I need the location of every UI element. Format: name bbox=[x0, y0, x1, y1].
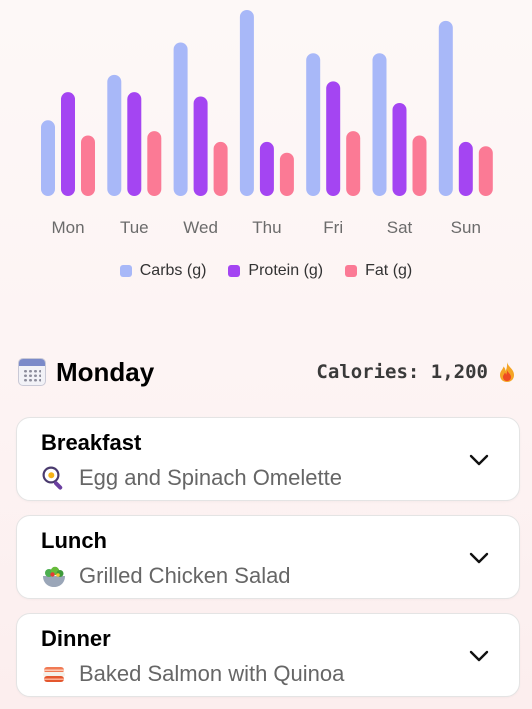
meal-name-lunch: Grilled Chicken Salad bbox=[79, 563, 291, 588]
meal-card-lunch[interactable]: Lunch Grilled Chicken Salad bbox=[16, 515, 520, 599]
meal-name-dinner: Baked Salmon with Quinoa bbox=[79, 661, 345, 686]
sushi-icon bbox=[43, 667, 65, 682]
bar-fat-mon[interactable] bbox=[81, 135, 95, 196]
legend-item-carbs[interactable]: Carbs (g) bbox=[119, 262, 207, 280]
frying-pan-icon bbox=[42, 466, 63, 490]
meal-title-dinner: Dinner bbox=[41, 626, 111, 651]
macros-bar-chart: Mon Tue Wed Thu Fri Sat Sun bbox=[41, 10, 493, 237]
bar-protein-sun[interactable] bbox=[458, 141, 473, 196]
bar-fat-sun[interactable] bbox=[478, 146, 493, 196]
bar-protein-fri[interactable] bbox=[326, 81, 341, 196]
legend-swatch-carbs bbox=[119, 265, 132, 277]
bar-carbs-mon[interactable] bbox=[41, 120, 55, 196]
chevron-down-icon[interactable] bbox=[467, 448, 491, 472]
day-title: Monday bbox=[56, 356, 155, 387]
legend-item-fat[interactable]: Fat (g) bbox=[345, 262, 412, 280]
calendar-icon bbox=[18, 358, 46, 386]
x-tick-label: Sat bbox=[387, 218, 413, 237]
bar-fat-tue[interactable] bbox=[147, 131, 162, 196]
chart-legend: Carbs (g) Protein (g) Fat (g) bbox=[0, 262, 532, 280]
calories-text: Calories: 1,200 bbox=[316, 361, 488, 383]
meal-title-breakfast: Breakfast bbox=[41, 430, 142, 455]
bar-carbs-sat[interactable] bbox=[372, 53, 387, 196]
bar-protein-thu[interactable] bbox=[259, 141, 274, 196]
chevron-down-icon[interactable] bbox=[467, 644, 491, 668]
meal-card-dinner[interactable]: Dinner Baked Salmon with Quinoa bbox=[16, 613, 520, 697]
bar-fat-sat[interactable] bbox=[412, 135, 427, 196]
bar-carbs-tue[interactable] bbox=[107, 74, 122, 196]
bar-fat-fri[interactable] bbox=[346, 131, 361, 196]
bar-carbs-thu[interactable] bbox=[239, 10, 254, 196]
meal-card-breakfast[interactable]: Breakfast Egg and Spinach Omelette bbox=[16, 417, 520, 501]
calories-summary: Calories: 1,200 bbox=[316, 361, 516, 383]
bar-protein-tue[interactable] bbox=[127, 92, 142, 196]
bar-protein-mon[interactable] bbox=[61, 92, 75, 196]
bar-protein-wed[interactable] bbox=[193, 96, 208, 196]
bar-carbs-wed[interactable] bbox=[173, 42, 188, 196]
legend-swatch-fat bbox=[345, 265, 358, 277]
bar-fat-thu[interactable] bbox=[279, 152, 294, 196]
legend-label-protein: Protein (g) bbox=[248, 262, 324, 279]
legend-label-fat: Fat (g) bbox=[365, 262, 413, 279]
legend-item-protein[interactable]: Protein (g) bbox=[228, 262, 323, 280]
x-tick-label: Mon bbox=[51, 218, 84, 237]
x-tick-label: Fri bbox=[323, 218, 343, 237]
fire-icon bbox=[500, 362, 514, 382]
x-tick-label: Sun bbox=[451, 218, 481, 237]
x-tick-label: Tue bbox=[120, 218, 149, 237]
bar-fat-wed[interactable] bbox=[213, 141, 228, 196]
chevron-down-icon[interactable] bbox=[467, 546, 491, 570]
x-tick-label: Thu bbox=[252, 218, 281, 237]
legend-label-carbs: Carbs (g) bbox=[139, 262, 207, 279]
meal-title-lunch: Lunch bbox=[41, 528, 107, 553]
meal-name-breakfast: Egg and Spinach Omelette bbox=[79, 465, 342, 490]
bar-carbs-sun[interactable] bbox=[438, 20, 453, 197]
salad-icon bbox=[43, 566, 65, 587]
bar-carbs-fri[interactable] bbox=[306, 53, 321, 196]
legend-swatch-protein bbox=[228, 265, 241, 277]
bar-protein-sat[interactable] bbox=[392, 103, 407, 196]
day-header: Monday Calories: 1,200 bbox=[18, 352, 516, 392]
x-tick-label: Wed bbox=[183, 218, 218, 237]
